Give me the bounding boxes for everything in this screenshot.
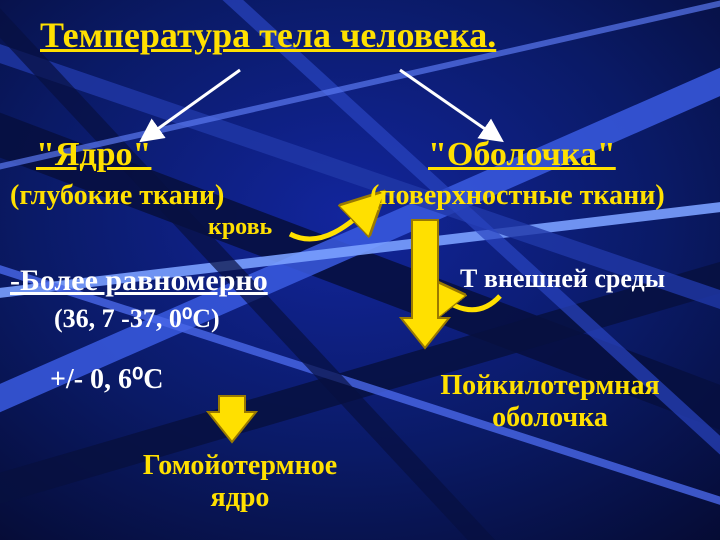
blood-label: кровь: [208, 214, 272, 241]
shell-result-l2: оболочка: [492, 402, 608, 433]
shell-result-l1: Пойкилотермная: [440, 370, 659, 401]
core-result-l2: ядро: [211, 482, 270, 513]
slide: Температура тела человека. "Ядро" (глубоки…: [0, 0, 720, 540]
core-line-2: (36, 7 -37, 0⁰С): [54, 304, 220, 334]
shell-subtitle: (поверхностные ткани): [370, 180, 665, 212]
shell-result: Пойкилотермнаяоболочка: [420, 370, 680, 434]
core-subtitle: (глубокие ткани): [10, 180, 224, 212]
shell-heading: "Оболочка": [428, 136, 616, 174]
core-pm: +/- 0, 6⁰С: [50, 362, 164, 396]
env-label: Т внешней среды: [460, 264, 665, 294]
core-result: Гомойотермноеядро: [120, 450, 360, 514]
core-line-1: -Более равномерно: [10, 264, 268, 298]
slide-title: Температура тела человека.: [40, 14, 496, 56]
core-heading: "Ядро": [36, 136, 151, 174]
core-result-l1: Гомойотермное: [143, 450, 337, 481]
